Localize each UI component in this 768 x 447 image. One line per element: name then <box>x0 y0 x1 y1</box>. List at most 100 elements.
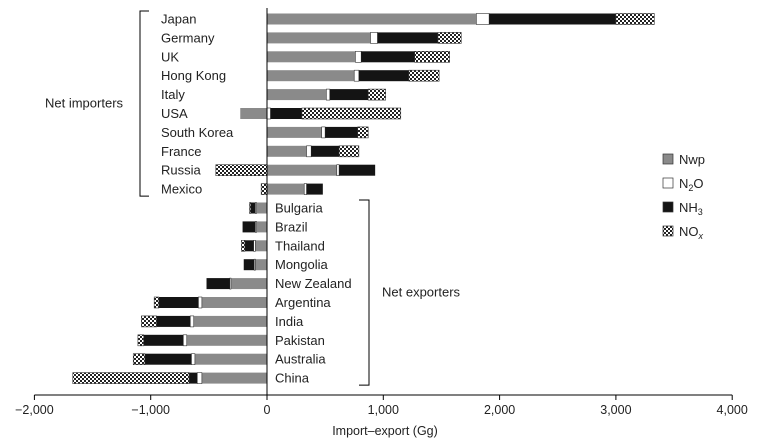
bar-nwp <box>186 334 267 346</box>
bar-nh3 <box>361 51 415 63</box>
country-label: Bulgaria <box>275 201 323 216</box>
country-label: France <box>161 144 201 159</box>
bar-nox <box>137 334 145 347</box>
bar-nox <box>132 353 146 366</box>
legend: Nwp N2O NH3 NOx <box>662 152 705 241</box>
bar-nh3 <box>270 108 302 119</box>
bar-nox <box>153 296 160 309</box>
country-label: Italy <box>161 87 185 102</box>
x-tick-label: 4,000 <box>717 403 748 417</box>
bar-nh3 <box>189 372 198 384</box>
country-label: Russia <box>161 163 202 178</box>
bar-nh3 <box>158 297 199 308</box>
legend-label: NOx <box>679 224 704 241</box>
x-tick-label: −1,000 <box>131 403 170 417</box>
bar-nh3 <box>156 315 191 327</box>
bar-nh3 <box>489 13 616 25</box>
group-label: Net importers <box>45 96 124 111</box>
bar-nox <box>215 164 268 176</box>
bar-nox <box>615 13 655 25</box>
bar-n2o <box>255 221 257 233</box>
plot-area <box>72 13 655 384</box>
bar-nox <box>241 240 246 252</box>
bar-n2o <box>476 13 490 25</box>
bar-nox <box>338 145 360 158</box>
bar-nox <box>408 69 440 82</box>
legend-swatch-nwp <box>662 153 674 165</box>
bar-nwp <box>194 353 267 365</box>
bar-nox <box>437 32 462 44</box>
bar-nox <box>301 107 402 120</box>
x-tick-label: 3,000 <box>600 403 631 417</box>
country-label: Hong Kong <box>161 68 226 83</box>
country-label: Argentina <box>275 295 331 310</box>
x-tick-label: 0 <box>264 403 271 417</box>
bar-nh3 <box>143 334 184 346</box>
bar-nh3 <box>329 89 369 101</box>
country-label: Pakistan <box>275 333 325 348</box>
bar-nox <box>72 372 190 384</box>
bar-n2o <box>229 277 232 290</box>
bar-nh3 <box>306 183 323 195</box>
bar-n2o <box>253 240 256 252</box>
bar-nwp <box>230 278 267 290</box>
country-label: Germany <box>161 30 215 45</box>
country-label: China <box>275 371 310 386</box>
bar-nwp <box>267 89 327 101</box>
bar-n2o <box>355 50 362 63</box>
bar-nwp <box>267 164 337 176</box>
bar-nh3 <box>243 259 255 271</box>
bar-nwp <box>267 145 307 157</box>
country-label: USA <box>161 106 188 121</box>
bar-n2o <box>253 258 256 271</box>
country-label: Brazil <box>275 219 308 234</box>
country-label: South Korea <box>161 125 234 140</box>
bar-n2o <box>266 107 271 120</box>
x-axis-label: Import–export (Gg) <box>332 424 438 438</box>
bar-nwp <box>240 108 267 119</box>
bar-n2o <box>196 372 203 384</box>
country-label: UK <box>161 49 179 64</box>
country-label: Mexico <box>161 182 202 197</box>
exporters-bracket <box>359 199 370 386</box>
bar-nox <box>414 50 450 63</box>
bar-nwp <box>267 13 477 25</box>
bar-n2o <box>189 315 195 328</box>
bar-nwp <box>267 32 371 44</box>
bar-nox <box>357 126 369 139</box>
bar-nwp <box>267 183 305 195</box>
bar-nwp <box>267 126 322 138</box>
legend-label: Nwp <box>679 152 705 167</box>
country-labels: Japan Germany UK Hong Kong Italy USA South Kor… <box>161 12 352 386</box>
x-axis-ticks: −2,000 −1,000 0 1,000 2,000 3,000 4,000 <box>15 395 748 417</box>
bar-nh3 <box>339 164 376 176</box>
bar-nh3 <box>244 240 254 252</box>
bar-n2o <box>326 88 331 101</box>
country-label: New Zealand <box>275 276 352 291</box>
bar-nwp <box>255 259 267 271</box>
bar-nwp <box>256 221 267 233</box>
bar-nox <box>141 315 157 328</box>
country-label: Japan <box>161 12 196 27</box>
bar-nh3 <box>250 202 256 214</box>
country-label: Thailand <box>275 238 325 253</box>
bar-nwp <box>267 51 356 63</box>
bar-n2o <box>198 296 203 309</box>
importers-bracket <box>139 10 149 197</box>
bar-n2o <box>370 32 378 44</box>
country-label: Mongolia <box>275 257 329 272</box>
x-tick-label: 2,000 <box>484 403 515 417</box>
country-label: Australia <box>275 352 326 367</box>
x-tick-label: −2,000 <box>15 403 54 417</box>
bar-nox <box>260 183 268 195</box>
bar-nwp <box>201 372 267 384</box>
bar-nh3 <box>144 353 192 365</box>
legend-swatch-n2o <box>662 177 674 189</box>
bar-nox <box>367 88 386 101</box>
bar-nh3 <box>206 278 230 290</box>
legend-label: NH3 <box>679 200 703 217</box>
bar-nh3 <box>358 70 409 82</box>
bar-nh3 <box>242 221 256 233</box>
bar-n2o <box>336 164 340 176</box>
